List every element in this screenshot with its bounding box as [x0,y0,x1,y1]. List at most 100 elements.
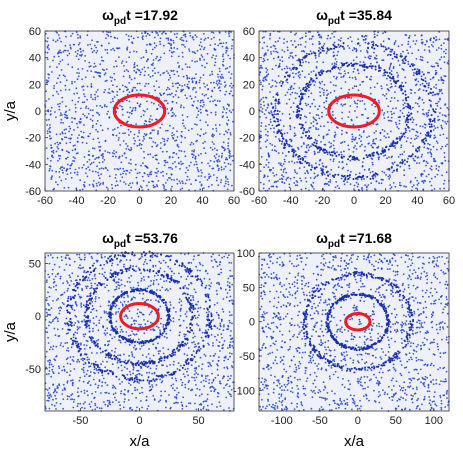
scatter-point [78,72,80,74]
scatter-point [259,81,262,84]
scatter-point [55,284,58,287]
scatter-point [423,159,426,162]
scatter-point [57,93,60,95]
scatter-point [229,355,231,358]
scatter-point [310,92,313,95]
scatter-point [61,138,64,141]
scatter-point [130,351,133,353]
scatter-point [46,132,49,135]
scatter-point [98,156,100,159]
scatter-point [144,32,147,35]
scatter-point [69,46,72,49]
scatter-point [89,109,92,112]
scatter-point [373,33,376,36]
scatter-point [79,117,82,120]
ring-point [427,134,430,137]
scatter-point [436,148,438,151]
scatter-point [222,310,225,313]
scatter-point [52,59,54,62]
scatter-point [175,396,178,398]
scatter-point [52,345,55,348]
scatter-point [76,253,78,256]
scatter-point [55,82,58,84]
scatter-point [129,286,132,289]
ring-point [298,58,301,61]
scatter-point [389,48,392,51]
scatter-point [81,141,84,144]
scatter-point [278,63,281,65]
scatter-point [173,33,176,35]
ring-point [428,99,431,102]
scatter-point [100,56,103,59]
scatter-point [364,38,367,41]
scatter-point [312,116,315,119]
scatter-point [438,31,440,33]
scatter-point [56,183,59,186]
scatter-point [144,164,147,167]
scatter-point [115,288,118,290]
scatter-point [116,106,119,109]
scatter-point [200,128,203,131]
scatter-point [290,145,293,148]
scatter-point [134,86,137,89]
scatter-point [64,75,66,78]
scatter-point [405,129,408,132]
ring-point [300,98,303,101]
ring-point [299,114,302,117]
scatter-point [200,38,203,40]
scatter-point [301,50,303,53]
scatter-point [223,255,226,258]
scatter-point [403,102,406,105]
scatter-point [288,186,291,189]
scatter-point [281,82,284,85]
scatter-point [126,48,129,51]
scatter-point [442,183,445,185]
scatter-point [418,162,421,164]
scatter-point [110,264,113,267]
scatter-point [140,367,143,369]
scatter-point [409,180,412,183]
scatter-point [446,38,449,41]
scatter-point [444,75,447,78]
scatter-point [78,256,81,259]
ring-point [429,118,432,121]
scatter-point [401,112,404,115]
scatter-point [225,176,227,179]
ring-point [278,139,281,142]
ring-point [420,78,423,81]
scatter-point [119,254,122,257]
scatter-point [297,43,300,46]
scatter-point [125,156,127,159]
scatter-point [340,76,343,78]
scatter-point [218,317,220,319]
scatter-point [224,84,227,87]
scatter-point [134,168,137,171]
scatter-point [76,53,79,55]
scatter-point [133,63,136,66]
scatter-point [111,337,114,340]
scatter-point [203,353,206,356]
scatter-point [209,100,212,103]
ring-point [374,172,377,175]
scatter-point [425,175,428,178]
scatter-point [329,146,331,149]
scatter-point [60,256,63,258]
ring-point [318,73,321,76]
scatter-point [175,153,178,155]
scatter-point [54,389,57,392]
scatter-point [89,346,92,349]
scatter-point [54,275,57,278]
ring-point [306,85,309,87]
scatter-point [54,388,56,391]
scatter-point [166,129,169,132]
scatter-point [76,122,78,125]
scatter-point [133,346,135,349]
scatter-point [66,168,69,171]
scatter-point [123,263,125,266]
scatter-point [80,343,82,346]
scatter-point [48,366,51,369]
scatter-point [55,170,57,173]
scatter-point [125,173,127,175]
scatter-point [420,75,423,78]
scatter-point [291,43,294,46]
